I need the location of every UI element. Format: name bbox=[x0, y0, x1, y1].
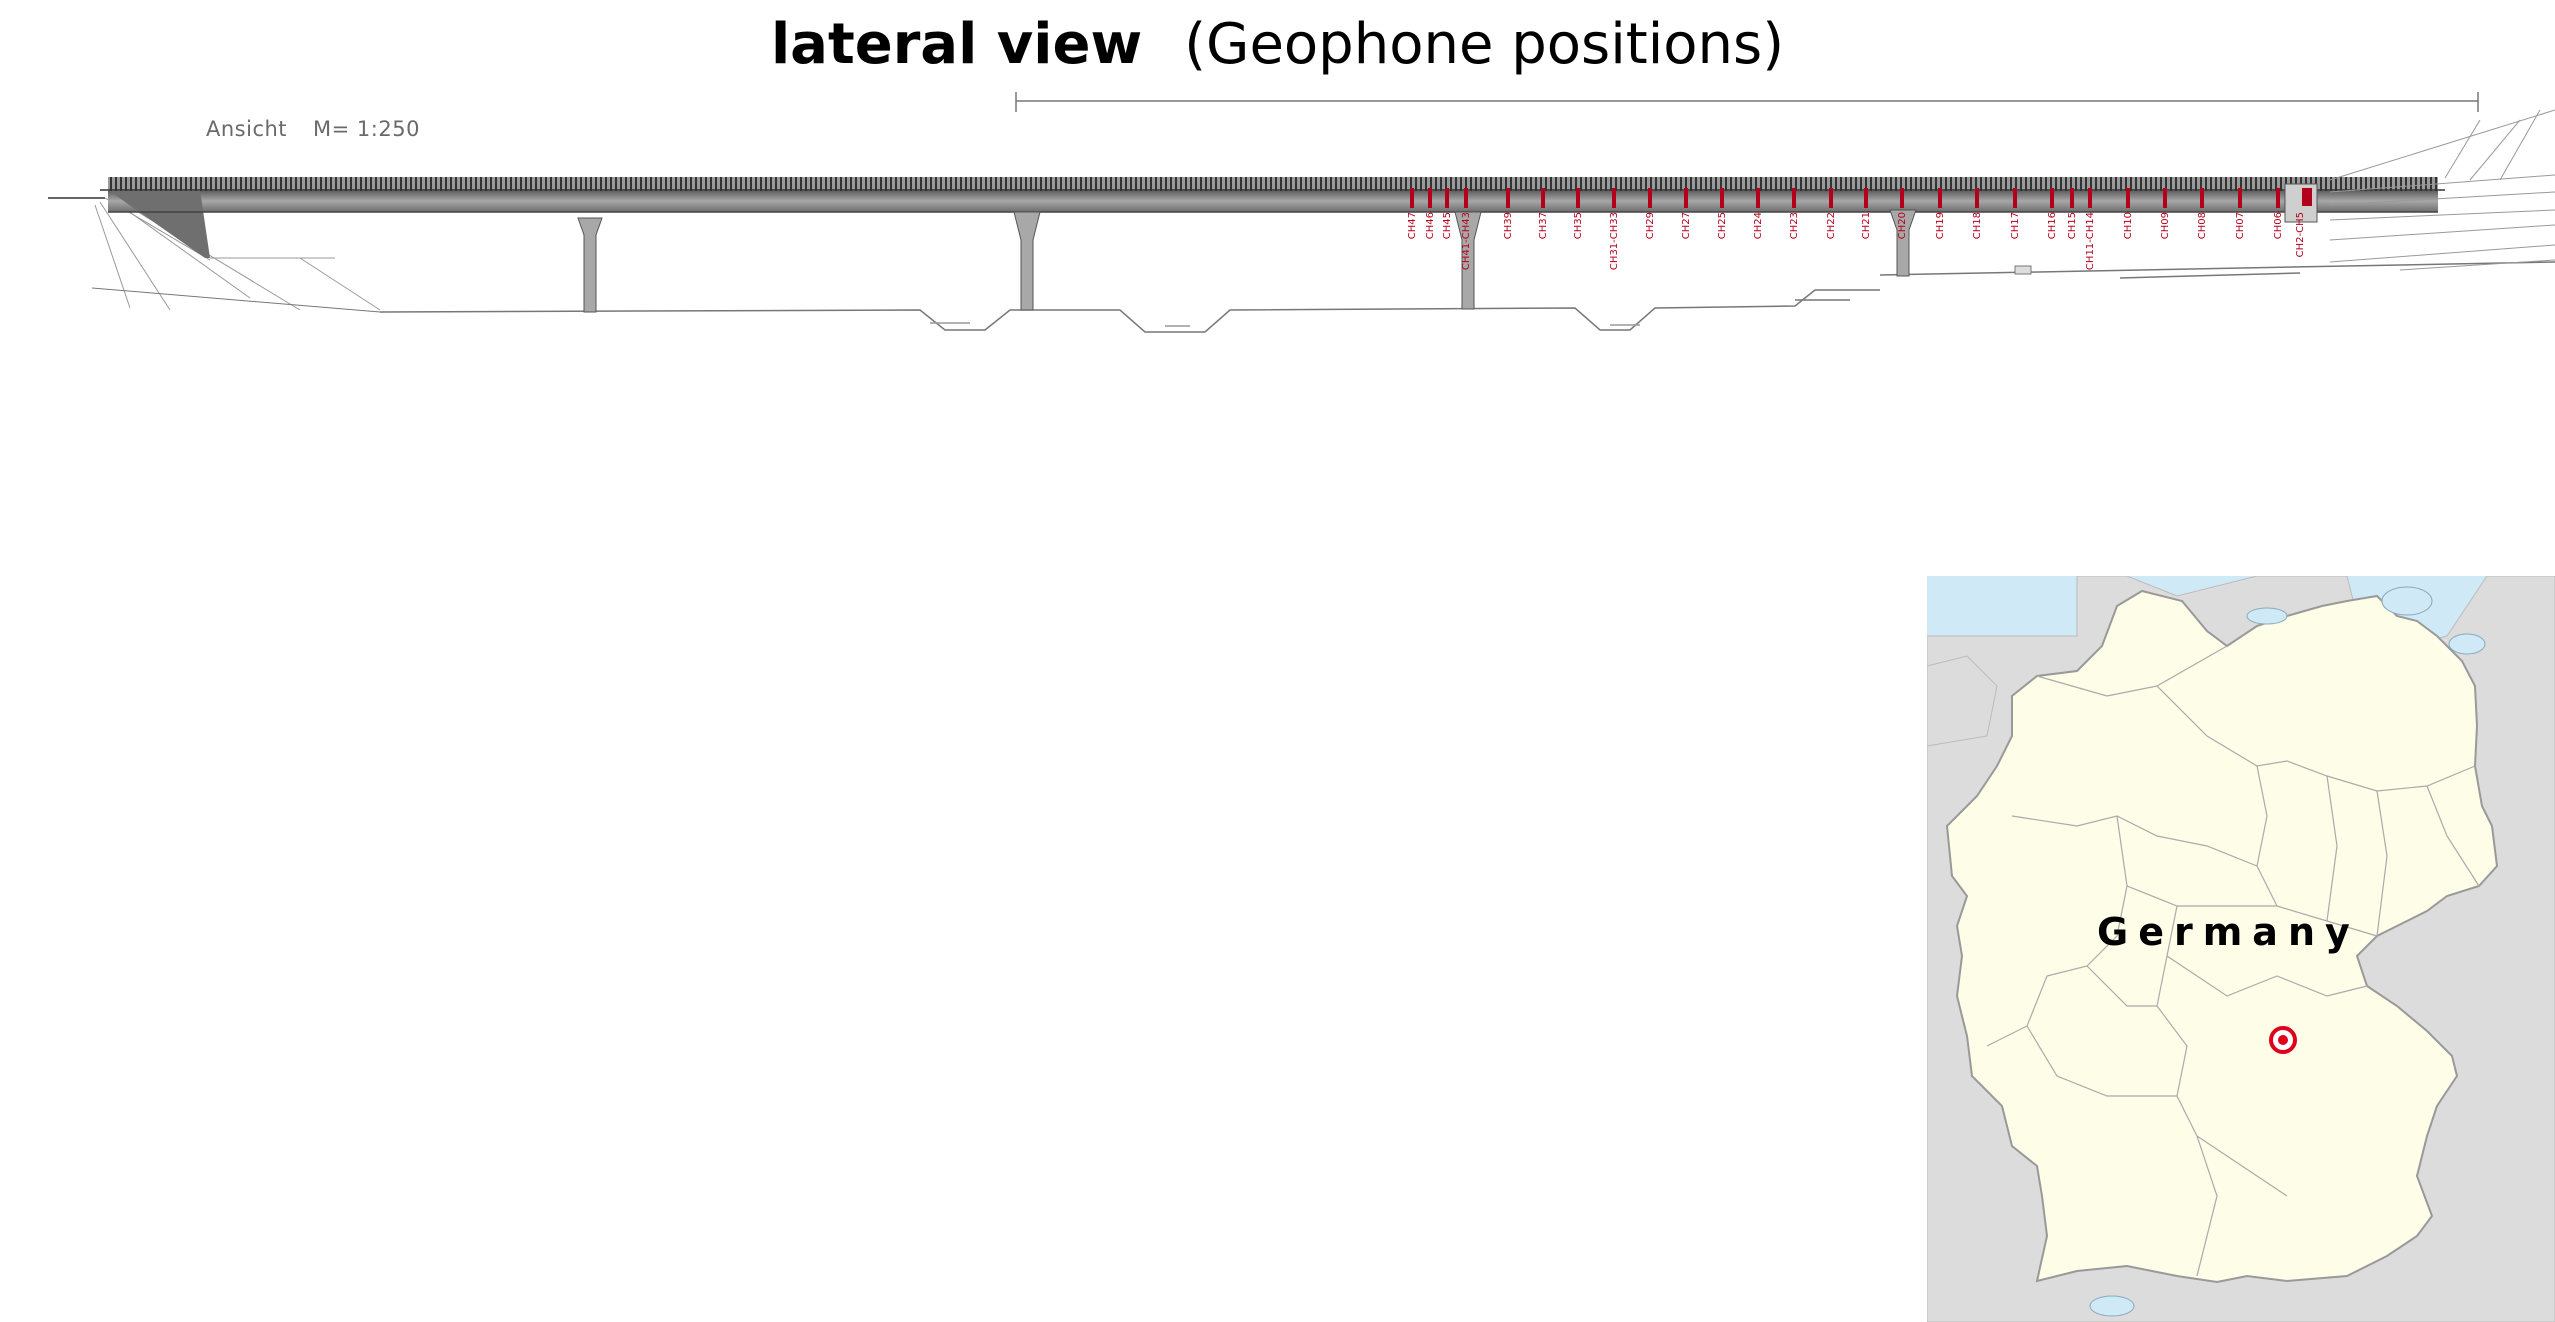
geophone-channel-label: CH06 bbox=[2273, 212, 2284, 239]
geophone-marker bbox=[1506, 188, 1510, 208]
geophone-marker bbox=[2013, 188, 2017, 208]
title-subtitle: (Geophone positions) bbox=[1184, 12, 1785, 77]
geophone-marker bbox=[1428, 188, 1432, 208]
scale-value: M= 1:250 bbox=[313, 117, 420, 141]
geophone-channel-label: CH11-CH14 bbox=[2085, 212, 2096, 270]
ground-profile bbox=[379, 261, 2555, 333]
geophone-channel-label: CH22 bbox=[1826, 212, 1837, 239]
geophone-channel-label: CH25 bbox=[1717, 212, 1728, 239]
geophone-marker bbox=[2050, 188, 2054, 208]
germany-location-map bbox=[1927, 576, 2555, 1322]
geophone-channel-label: CH17 bbox=[2010, 212, 2021, 239]
geophone-marker bbox=[2070, 188, 2074, 208]
geophone-marker bbox=[1445, 188, 1449, 208]
bridge-piers bbox=[577, 209, 1917, 313]
drawing-scale-label: Ansicht M= 1:250 bbox=[206, 117, 420, 141]
geophone-marker bbox=[1720, 188, 1724, 208]
bridge-lateral-view: CH47 CH46 CH45 CH41-CH43 CH39 CH37 CH35 CH31-CH… bbox=[48, 92, 2555, 333]
geophone-channel-label: CH23 bbox=[1789, 212, 1800, 239]
geophone-marker bbox=[1464, 188, 1468, 208]
geophone-marker bbox=[2163, 188, 2167, 208]
geophone-channel-label: CH15 bbox=[2067, 212, 2078, 239]
geophone-channel-label: CH2-CH5 bbox=[2295, 212, 2306, 257]
geophone-channel-label: CH16 bbox=[2047, 212, 2058, 239]
geophone-channel-label: CH27 bbox=[1681, 212, 1692, 239]
left-embankment bbox=[48, 197, 381, 313]
geophone-marker bbox=[1864, 188, 1868, 208]
map-country-label: Germany bbox=[2097, 910, 2360, 954]
figure-title: lateral view (Geophone positions) bbox=[0, 12, 2555, 77]
geophone-marker bbox=[2200, 188, 2204, 208]
geophone-channel-label: CH39 bbox=[1503, 212, 1514, 239]
lakes-and-coast bbox=[2089, 586, 2486, 1317]
geophone-channel-label: CH10 bbox=[2123, 212, 2134, 239]
geophone-marker bbox=[1684, 188, 1688, 208]
geophone-marker bbox=[2088, 188, 2092, 208]
geophone-channel-label: CH20 bbox=[1897, 212, 1908, 239]
title-main: lateral view bbox=[770, 12, 1143, 77]
geophone-channel-label: CH41-CH43 bbox=[1461, 212, 1472, 270]
geophone-marker bbox=[1975, 188, 1979, 208]
geophone-marker bbox=[1410, 188, 1414, 208]
geophone-channel-label: CH45 bbox=[1442, 212, 1453, 239]
geophone-channel-label: CH46 bbox=[1425, 212, 1436, 239]
geophone-marker bbox=[1792, 188, 1796, 208]
geophone-channel-label: CH18 bbox=[1972, 212, 1983, 239]
geophone-marker bbox=[2126, 188, 2130, 208]
geophone-marker bbox=[2238, 188, 2242, 208]
location-marker bbox=[2269, 1026, 2297, 1054]
view-label: Ansicht bbox=[206, 117, 288, 141]
geophone-markers: CH47 CH46 CH45 CH41-CH43 CH39 CH37 CH35 CH31-CH… bbox=[1407, 188, 2306, 270]
bridge-deck bbox=[100, 177, 2445, 258]
geophone-marker bbox=[1756, 188, 1760, 208]
germany-land bbox=[1945, 589, 2499, 1284]
geophone-channel-label: CH37 bbox=[1538, 212, 1549, 239]
dimension-line bbox=[1015, 92, 2479, 112]
geophone-channel-label: CH24 bbox=[1753, 212, 1764, 239]
geophone-channel-label: CH09 bbox=[2160, 212, 2171, 239]
state-borders bbox=[1986, 645, 2480, 1277]
geophone-channel-label: CH19 bbox=[1935, 212, 1946, 239]
geophone-marker bbox=[1900, 188, 1904, 208]
geophone-channel-label: CH08 bbox=[2197, 212, 2208, 239]
geophone-channel-label: CH31-CH33 bbox=[1609, 212, 1620, 270]
geophone-marker bbox=[1938, 188, 1942, 208]
geophone-channel-label: CH47 bbox=[1407, 212, 1418, 239]
geophone-channel-label: CH29 bbox=[1645, 212, 1656, 239]
geophone-marker bbox=[2276, 188, 2280, 208]
right-abutment bbox=[2014, 109, 2555, 275]
geophone-marker bbox=[1648, 188, 1652, 208]
geophone-marker bbox=[1612, 188, 1616, 208]
geophone-channel-label: CH07 bbox=[2235, 212, 2246, 239]
geophone-marker bbox=[1576, 188, 1580, 208]
geophone-marker bbox=[1541, 188, 1545, 208]
geophone-marker bbox=[1829, 188, 1833, 208]
geophone-channel-label: CH21 bbox=[1861, 212, 1872, 239]
geophone-channel-label: CH35 bbox=[1573, 212, 1584, 239]
